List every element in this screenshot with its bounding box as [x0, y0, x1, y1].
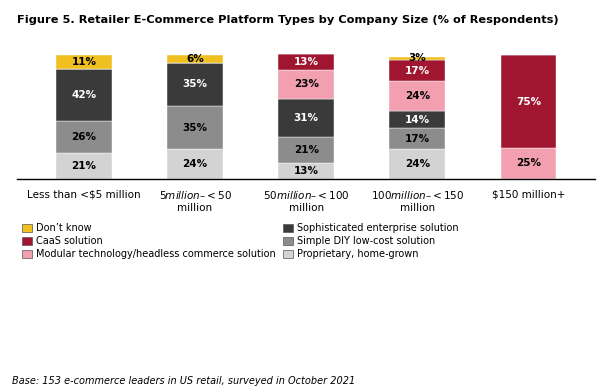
Text: 17%: 17%	[404, 134, 430, 144]
Bar	[56, 55, 112, 69]
Bar	[56, 69, 112, 121]
Text: 13%: 13%	[293, 166, 318, 176]
Text: 24%: 24%	[404, 91, 430, 101]
Bar	[389, 61, 445, 81]
Text: 24%: 24%	[182, 159, 207, 169]
Text: 14%: 14%	[404, 114, 430, 125]
Text: 17%: 17%	[404, 66, 430, 76]
Text: 35%: 35%	[182, 123, 207, 133]
Text: 6%: 6%	[186, 54, 204, 64]
Text: 75%: 75%	[516, 97, 541, 107]
Text: Figure 5. Retailer E-Commerce Platform Types by Company Size (% of Respondents): Figure 5. Retailer E-Commerce Platform T…	[17, 15, 559, 25]
Text: 23%: 23%	[293, 80, 318, 89]
Text: 35%: 35%	[182, 80, 207, 89]
Legend: Don’t know, CaaS solution, Modular technology/headless commerce solution, Sophis: Don’t know, CaaS solution, Modular techn…	[22, 223, 459, 259]
Bar	[278, 137, 334, 163]
Bar	[167, 106, 223, 149]
Text: 25%: 25%	[516, 158, 541, 168]
Bar	[167, 63, 223, 106]
Text: 42%: 42%	[71, 90, 96, 100]
Bar	[278, 99, 334, 137]
Bar	[389, 57, 445, 61]
Text: 13%: 13%	[293, 57, 318, 67]
Text: 21%: 21%	[293, 145, 318, 155]
Bar	[501, 148, 556, 179]
Bar	[389, 149, 445, 179]
Bar	[167, 55, 223, 63]
Bar	[56, 121, 112, 153]
Bar	[56, 153, 112, 179]
Text: 24%: 24%	[404, 159, 430, 169]
Bar	[389, 111, 445, 128]
Bar	[389, 81, 445, 111]
Text: 31%: 31%	[293, 113, 318, 123]
Text: 3%: 3%	[408, 54, 426, 64]
Text: Base: 153 e-commerce leaders in US retail, surveyed in October 2021: Base: 153 e-commerce leaders in US retai…	[12, 376, 356, 386]
Bar	[278, 163, 334, 179]
Bar	[278, 70, 334, 99]
Bar	[167, 149, 223, 179]
Text: 21%: 21%	[71, 161, 96, 171]
Text: 26%: 26%	[71, 132, 96, 142]
Bar	[389, 128, 445, 149]
Text: 11%: 11%	[71, 57, 96, 67]
Bar	[278, 54, 334, 70]
Bar	[501, 55, 556, 148]
